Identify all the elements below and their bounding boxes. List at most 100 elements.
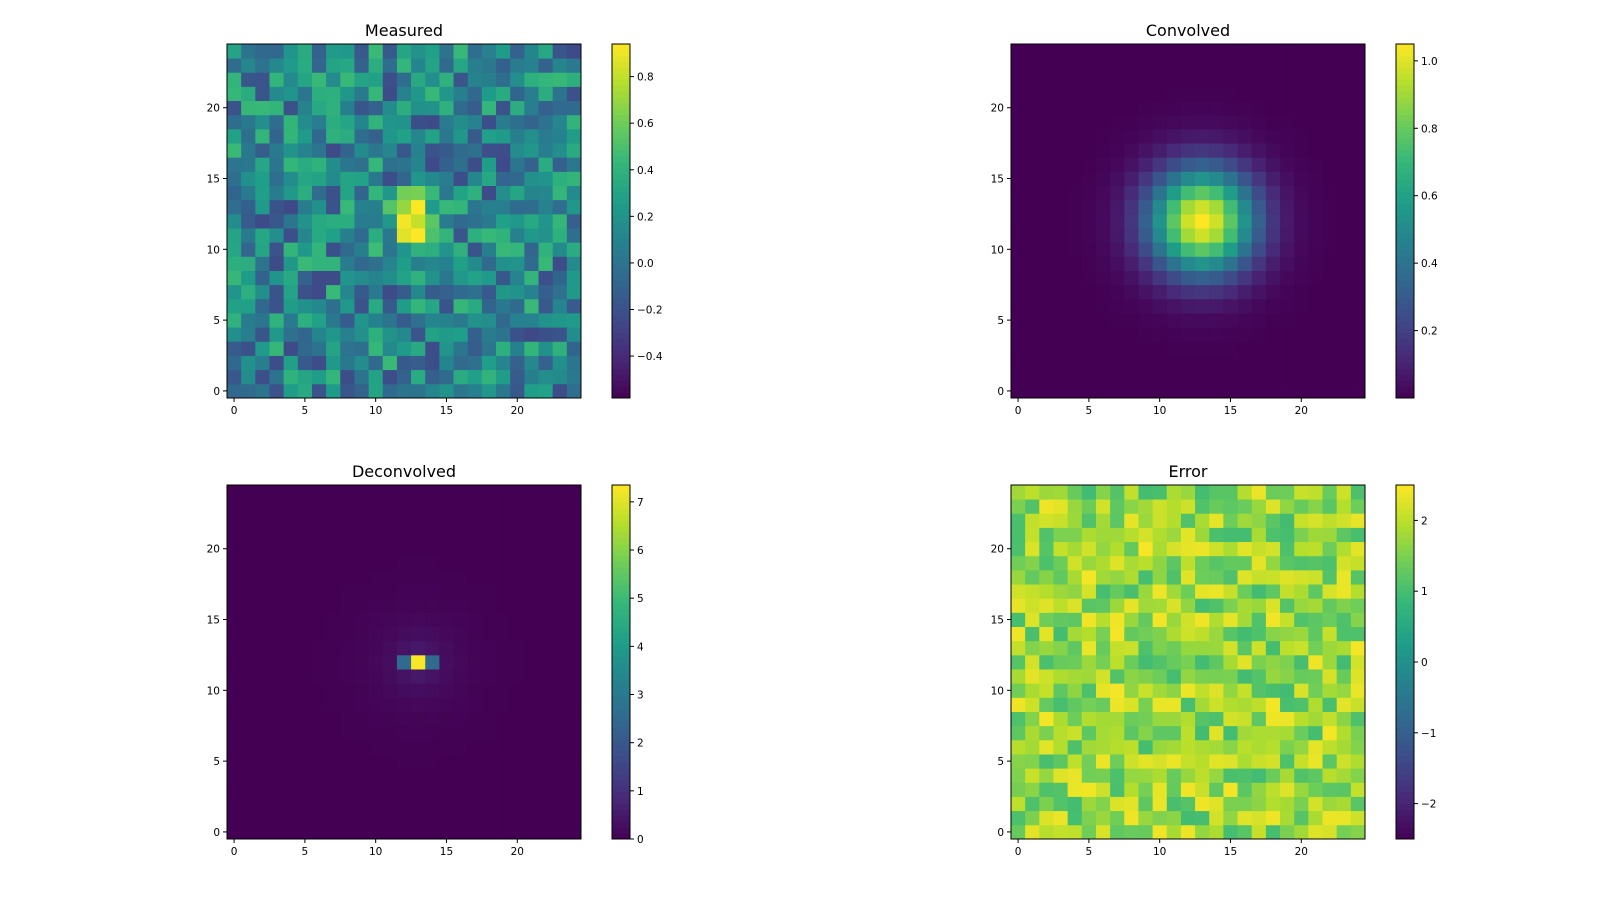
heatmap-cell xyxy=(368,171,384,186)
heatmap-cell xyxy=(439,341,454,356)
heatmap-cell xyxy=(1138,270,1153,286)
heatmap-cell xyxy=(1110,824,1125,840)
heatmap-cell xyxy=(566,555,582,571)
heatmap-cell xyxy=(396,298,412,314)
y-tick-label: 10 xyxy=(207,244,220,256)
heatmap-cell xyxy=(1110,185,1125,201)
colorbar-band xyxy=(1396,144,1414,151)
heatmap-cell xyxy=(368,513,384,528)
heatmap-cell xyxy=(1350,796,1366,812)
colorbar-band xyxy=(612,238,630,245)
heatmap-cell xyxy=(439,327,454,342)
heatmap-cell xyxy=(340,355,355,371)
heatmap-cell xyxy=(1350,72,1366,87)
heatmap-cell xyxy=(1152,541,1168,557)
colorbar-band xyxy=(612,333,630,340)
heatmap-cell xyxy=(227,157,242,172)
y-tick-label: 0 xyxy=(213,386,220,398)
heatmap-cell xyxy=(1025,114,1040,130)
heatmap-cell xyxy=(1265,44,1281,59)
heatmap-cell xyxy=(1280,754,1295,769)
heatmap-cell xyxy=(1110,72,1125,87)
heatmap-cell xyxy=(297,598,313,613)
y-tick-label: 15 xyxy=(991,615,1004,627)
heatmap-cell xyxy=(1110,711,1125,727)
heatmap-cell xyxy=(241,810,256,826)
heatmap-cell xyxy=(1152,355,1168,371)
heatmap-cell xyxy=(411,626,426,642)
heatmap-cell xyxy=(368,626,384,642)
heatmap-cell xyxy=(1110,157,1125,172)
heatmap-cell xyxy=(1308,541,1323,557)
heatmap-cell xyxy=(1152,824,1168,840)
heatmap-cell xyxy=(1166,369,1182,385)
heatmap-cell xyxy=(496,143,511,158)
heatmap-cell xyxy=(1067,128,1083,144)
colorbar-band xyxy=(1396,721,1414,728)
heatmap-cell xyxy=(481,44,497,59)
heatmap-cell xyxy=(396,369,412,385)
heatmap-cell xyxy=(241,513,256,528)
heatmap-cell xyxy=(396,143,412,158)
heatmap-cell xyxy=(1110,228,1125,243)
heatmap-cell xyxy=(1081,383,1097,399)
heatmap-cell xyxy=(1336,242,1352,257)
heatmap-cell xyxy=(538,555,554,571)
colorbar-tick-label: −2 xyxy=(1421,799,1436,811)
heatmap-cell xyxy=(453,284,469,300)
heatmap-cell xyxy=(227,171,242,186)
heatmap-cell xyxy=(566,697,582,712)
colorbar-band xyxy=(1396,591,1414,598)
colorbar-band xyxy=(1396,644,1414,651)
heatmap-cell xyxy=(1053,739,1069,755)
heatmap-cell xyxy=(425,114,440,130)
heatmap-cell xyxy=(1195,569,1210,585)
heatmap-cell xyxy=(566,584,582,599)
heatmap-cell xyxy=(1067,228,1083,243)
colorbar-band xyxy=(612,67,630,74)
heatmap-cell xyxy=(269,284,285,300)
heatmap-cell xyxy=(496,284,511,300)
heatmap-cell xyxy=(382,213,398,229)
heatmap-cell xyxy=(1152,654,1168,670)
colorbar-band xyxy=(612,709,630,716)
heatmap-cell xyxy=(566,499,582,514)
heatmap-cell xyxy=(439,640,454,656)
heatmap-cell xyxy=(1350,739,1366,755)
colorbar-band xyxy=(1396,561,1414,568)
heatmap-cell xyxy=(524,44,539,59)
heatmap-cell xyxy=(1195,499,1210,514)
heatmap-cell xyxy=(1251,683,1267,698)
heatmap-cell xyxy=(1039,739,1054,755)
heatmap-cell xyxy=(1180,369,1196,385)
heatmap-cell xyxy=(481,114,497,130)
heatmap-cell xyxy=(368,796,384,812)
heatmap-cell xyxy=(1294,44,1309,59)
heatmap-cell xyxy=(1294,185,1309,201)
heatmap-cell xyxy=(411,669,426,684)
heatmap-cell xyxy=(354,598,369,613)
heatmap-cell xyxy=(467,313,483,328)
heatmap-cell xyxy=(1223,185,1238,201)
heatmap-cell xyxy=(326,824,341,840)
colorbar-band xyxy=(1396,285,1414,293)
heatmap-cell xyxy=(1025,242,1040,257)
heatmap-cell xyxy=(467,270,483,286)
heatmap-cell xyxy=(1280,541,1295,557)
heatmap-cell xyxy=(297,383,313,399)
heatmap-cell xyxy=(311,100,327,116)
colorbar-band xyxy=(612,44,630,51)
colorbar-tick-label: 1 xyxy=(637,786,644,798)
heatmap-cell xyxy=(1124,541,1139,557)
heatmap-cell xyxy=(1265,626,1281,642)
heatmap-cell xyxy=(439,584,454,599)
heatmap-cell xyxy=(467,114,483,130)
heatmap-cell xyxy=(1152,185,1168,201)
heatmap-cell xyxy=(552,754,568,769)
colorbar-band xyxy=(1396,502,1414,509)
heatmap-cell xyxy=(269,584,285,599)
heatmap-cell xyxy=(396,796,412,812)
heatmap-cell xyxy=(1350,711,1366,727)
heatmap-cell xyxy=(1251,369,1267,385)
heatmap-cell xyxy=(1124,739,1139,755)
